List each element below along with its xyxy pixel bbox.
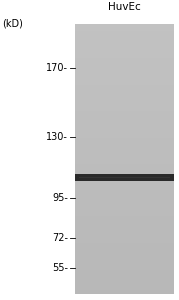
Text: HuvEc: HuvEc <box>108 2 141 12</box>
Text: (kD): (kD) <box>2 19 23 29</box>
Text: 170-: 170- <box>46 62 68 73</box>
Text: 72-: 72- <box>52 233 68 243</box>
Text: 95-: 95- <box>52 193 68 203</box>
Text: 55-: 55- <box>52 263 68 273</box>
Text: 130-: 130- <box>46 132 68 142</box>
